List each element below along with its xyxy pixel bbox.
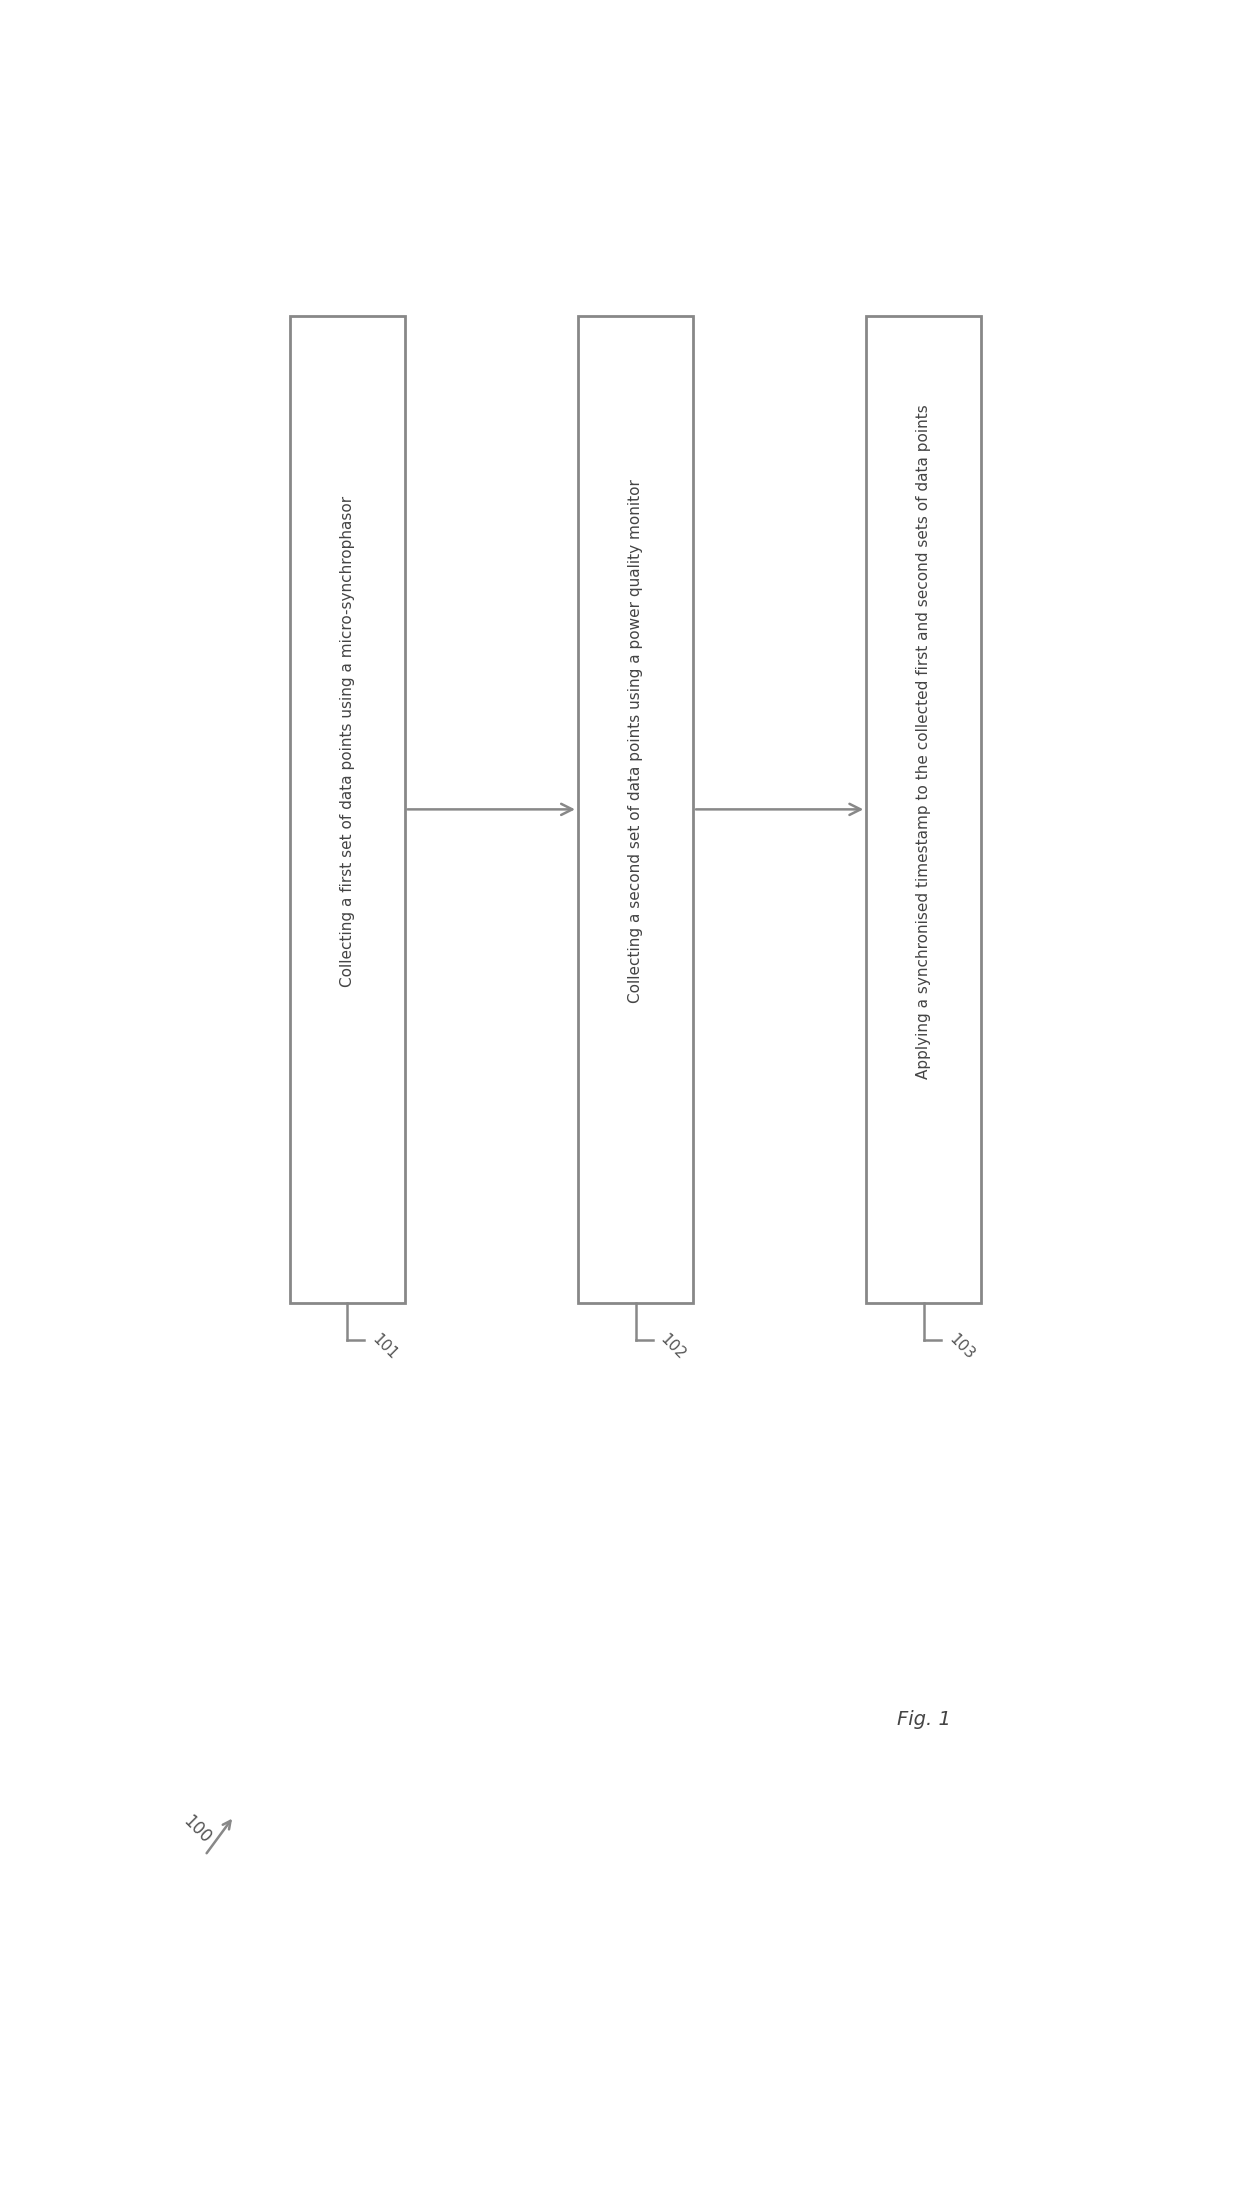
Bar (578, 316, 693, 1303)
Text: 102: 102 (657, 1332, 688, 1363)
Text: Applying a synchronised timestamp to the collected first and second sets of data: Applying a synchronised timestamp to the… (916, 404, 931, 1078)
Text: 100: 100 (179, 1811, 215, 1847)
Text: 103: 103 (946, 1332, 977, 1363)
Bar (866, 316, 982, 1303)
Text: 101: 101 (370, 1332, 401, 1363)
Text: Collecting a second set of data points using a power quality monitor: Collecting a second set of data points u… (627, 479, 644, 1003)
Text: Fig. 1: Fig. 1 (897, 1710, 951, 1730)
Bar (290, 316, 404, 1303)
Text: Collecting a first set of data points using a micro-synchrophasor: Collecting a first set of data points us… (340, 495, 355, 987)
